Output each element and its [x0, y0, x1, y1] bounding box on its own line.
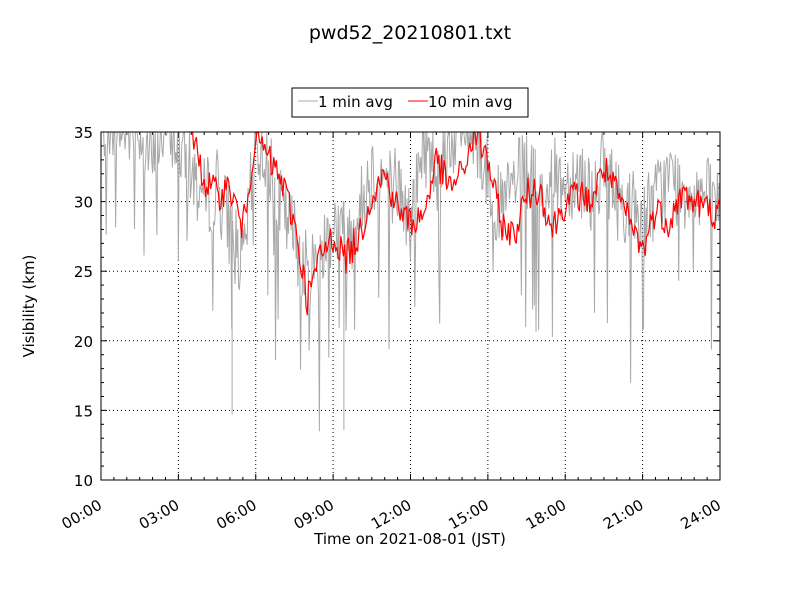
y-tick-label: 15 — [74, 402, 93, 420]
legend-frame — [291, 87, 529, 118]
y-tick-label: 20 — [74, 333, 93, 351]
y-tick-label: 25 — [74, 263, 93, 281]
y-tick-label: 30 — [74, 194, 93, 212]
legend-label-10min: 10 min avg — [428, 93, 513, 111]
legend: 1 min avg 10 min avg — [291, 87, 529, 118]
y-axis-label: Visibility (km) — [20, 255, 38, 358]
legend-label-1min: 1 min avg — [318, 93, 393, 111]
y-tick-label: 10 — [74, 472, 93, 490]
series-10min-line — [191, 131, 721, 316]
y-tick-label: 35 — [74, 124, 93, 142]
series-1min-line — [101, 130, 721, 432]
plot-frame — [100, 131, 721, 481]
x-axis-label: Time on 2021-08-01 (JST) — [313, 530, 506, 548]
chart-title: pwd52_20210801.txt — [309, 22, 511, 44]
plot-area — [101, 130, 721, 432]
